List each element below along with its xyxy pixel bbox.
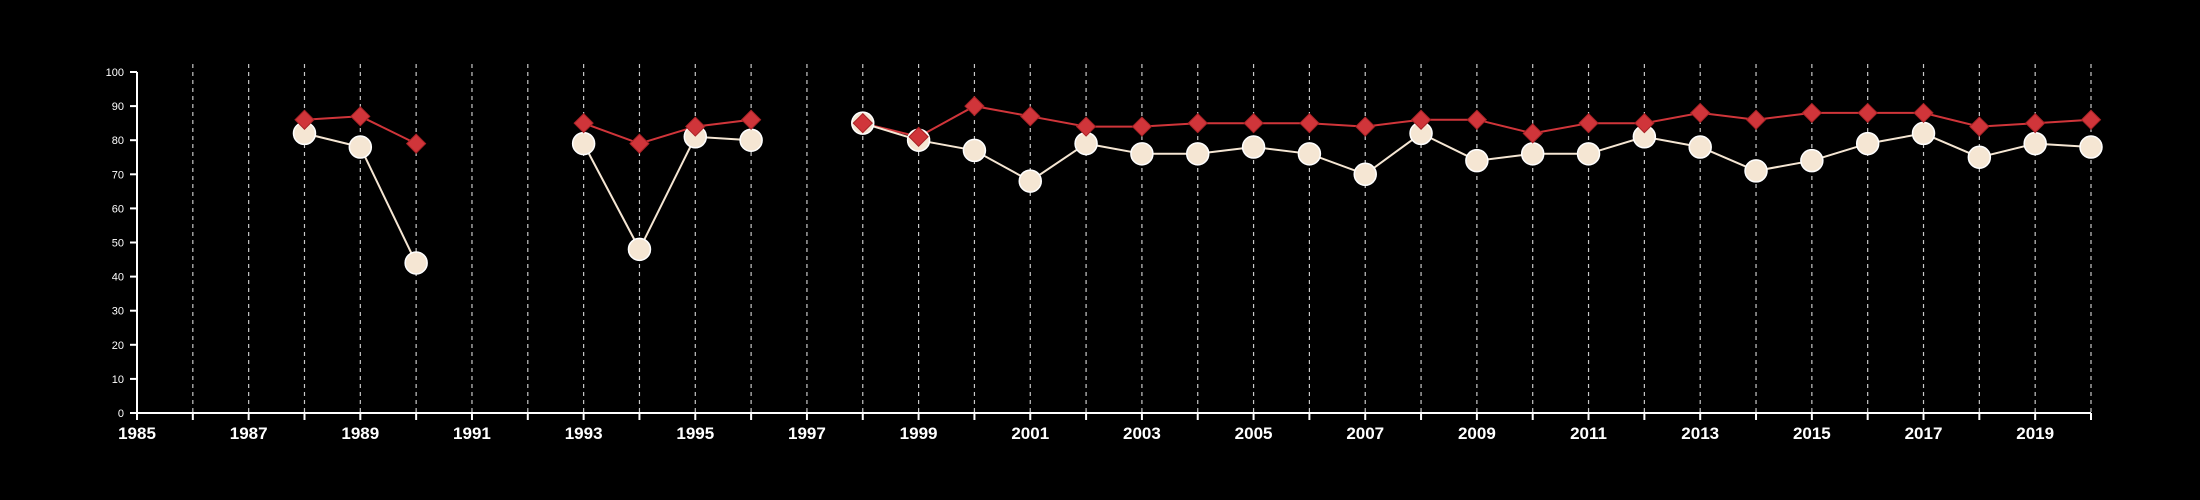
diamond-point-2015 [1801,102,1823,124]
diamond-point-2009 [1466,109,1488,130]
circle-point-1994 [627,237,652,262]
diamond-point-1998 [852,112,873,134]
diamond-point-2011 [1578,112,1599,134]
x-tick-label-2007: 2007 [1346,424,1384,443]
diamond-point-1988 [294,109,315,130]
x-tick-label-1985: 1985 [118,424,156,443]
y-tick-label-90: 90 [112,101,124,113]
diamond-point-1993 [573,112,594,134]
circle-point-2003 [1130,142,1154,166]
y-tick-label-0: 0 [118,408,124,420]
x-tick-label-2019: 2019 [2016,424,2054,443]
diamond-point-1990 [405,133,427,154]
circle-point-2000 [962,138,987,163]
diamond-point-2001 [1020,106,1041,127]
x-tick-label-2009: 2009 [1458,424,1496,443]
diamond-point-2020 [2080,109,2102,130]
circle-point-1996 [739,128,763,152]
x-tick-label-2003: 2003 [1123,424,1161,443]
series-0-diamond-line-1993-1996 [583,118,752,145]
diamond-point-2019 [2024,112,2046,134]
circle-point-2011 [1576,142,1601,166]
x-tick-label-1989: 1989 [341,424,379,443]
circle-point-2006 [1297,142,1322,166]
diamond-point-1999 [908,126,929,147]
y-tick-label-20: 20 [112,340,124,352]
diamond-point-2010 [1522,123,1543,144]
x-tick-label-2015: 2015 [1793,424,1831,443]
x-tick-label-2011: 2011 [1570,424,1607,443]
x-tick-label-1999: 1999 [900,424,938,443]
circle-point-2019 [2023,131,2047,156]
circle-point-2014 [1744,159,1768,183]
axes: 0 10 20 30 40 50 60 70 80 90 100 1985 1987 1989 1991 19… [106,67,2092,443]
diamond-point-1996 [740,109,762,130]
diamond-point-2004 [1187,112,1208,134]
series-1-circle-line-1993-1996 [582,135,752,252]
x-tick-label-2005: 2005 [1235,424,1273,443]
circle-point-2016 [1855,131,1880,156]
circle-point-1993 [571,131,596,156]
diamond-point-1994 [629,133,650,154]
x-tick-label-2017: 2017 [1905,424,1943,443]
y-tick-label-60: 60 [112,203,124,215]
x-tick-label-2001: 2001 [1011,424,1049,443]
circle-point-1990 [404,251,428,275]
circle-point-2015 [1800,148,1824,173]
diamond-point-2005 [1243,112,1264,134]
circle-point-2017 [1911,121,1936,146]
circle-point-2005 [1241,135,1266,159]
diamond-point-1989 [350,106,371,127]
circle-point-2009 [1465,148,1489,173]
x-tick-label-1993: 1993 [565,424,603,443]
x-tick-label-1991: 1991 [453,424,491,443]
circle-point-2007 [1353,162,1377,187]
circle-point-2018 [1967,145,1992,169]
circle-point-2010 [1520,142,1545,166]
diamond-point-1995 [685,116,706,137]
diamond-point-2013 [1689,102,1711,124]
y-tick-label-50: 50 [112,238,124,250]
y-tick-label-100: 100 [106,67,124,79]
circle-point-1989 [348,135,373,159]
y-tick-label-10: 10 [112,374,124,386]
diamond-point-2018 [1969,116,1990,137]
diamond-point-2008 [1410,109,1432,130]
x-tick-label-1987: 1987 [230,424,268,443]
x-tick-label-1995: 1995 [676,424,714,443]
diamond-point-2016 [1857,102,1878,124]
diamond-point-2006 [1299,112,1320,134]
y-tick-label-40: 40 [112,272,124,284]
circle-point-2020 [2079,135,2103,159]
x-tick-label-1997: 1997 [788,424,826,443]
diamond-point-2007 [1355,116,1376,137]
diamond-point-2014 [1745,109,1767,130]
circle-point-2004 [1185,142,1210,166]
y-tick-label-80: 80 [112,135,124,147]
y-tick-label-70: 70 [112,169,124,181]
diamond-point-2000 [964,95,985,117]
diamond-point-2017 [1913,102,1934,124]
circle-point-2001 [1018,169,1043,193]
y-tick-label-30: 30 [112,306,124,318]
circle-point-2013 [1688,135,1712,159]
diamond-point-2003 [1131,116,1153,137]
diamond-point-2002 [1075,116,1097,137]
x-tick-label-2013: 2013 [1681,424,1719,443]
data-series [292,95,2103,275]
diamond-point-2012 [1634,112,1655,134]
